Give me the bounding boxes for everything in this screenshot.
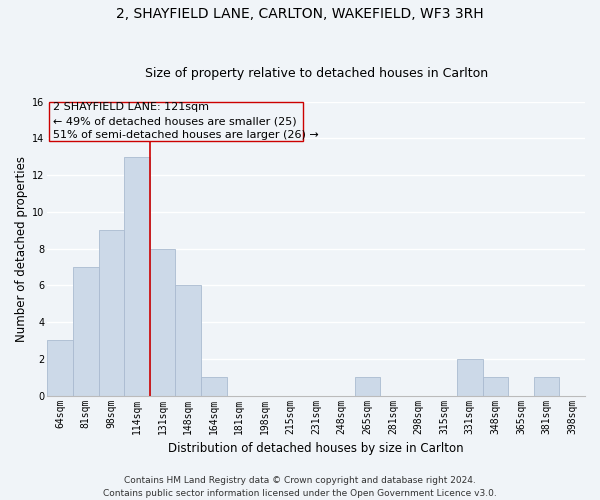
X-axis label: Distribution of detached houses by size in Carlton: Distribution of detached houses by size … bbox=[169, 442, 464, 455]
Text: 2 SHAYFIELD LANE: 121sqm
← 49% of detached houses are smaller (25)
51% of semi-d: 2 SHAYFIELD LANE: 121sqm ← 49% of detach… bbox=[53, 102, 319, 141]
Y-axis label: Number of detached properties: Number of detached properties bbox=[15, 156, 28, 342]
Text: Contains HM Land Registry data © Crown copyright and database right 2024.
Contai: Contains HM Land Registry data © Crown c… bbox=[103, 476, 497, 498]
Bar bbox=[175, 286, 201, 396]
Bar bbox=[355, 378, 380, 396]
Title: Size of property relative to detached houses in Carlton: Size of property relative to detached ho… bbox=[145, 66, 488, 80]
Bar bbox=[482, 378, 508, 396]
Bar bbox=[98, 230, 124, 396]
Text: 2, SHAYFIELD LANE, CARLTON, WAKEFIELD, WF3 3RH: 2, SHAYFIELD LANE, CARLTON, WAKEFIELD, W… bbox=[116, 8, 484, 22]
Bar bbox=[457, 359, 482, 396]
Bar bbox=[73, 267, 98, 396]
Bar bbox=[47, 340, 73, 396]
Bar bbox=[124, 156, 150, 396]
Bar bbox=[150, 248, 175, 396]
Bar bbox=[534, 378, 559, 396]
Bar bbox=[201, 378, 227, 396]
FancyBboxPatch shape bbox=[49, 102, 304, 141]
